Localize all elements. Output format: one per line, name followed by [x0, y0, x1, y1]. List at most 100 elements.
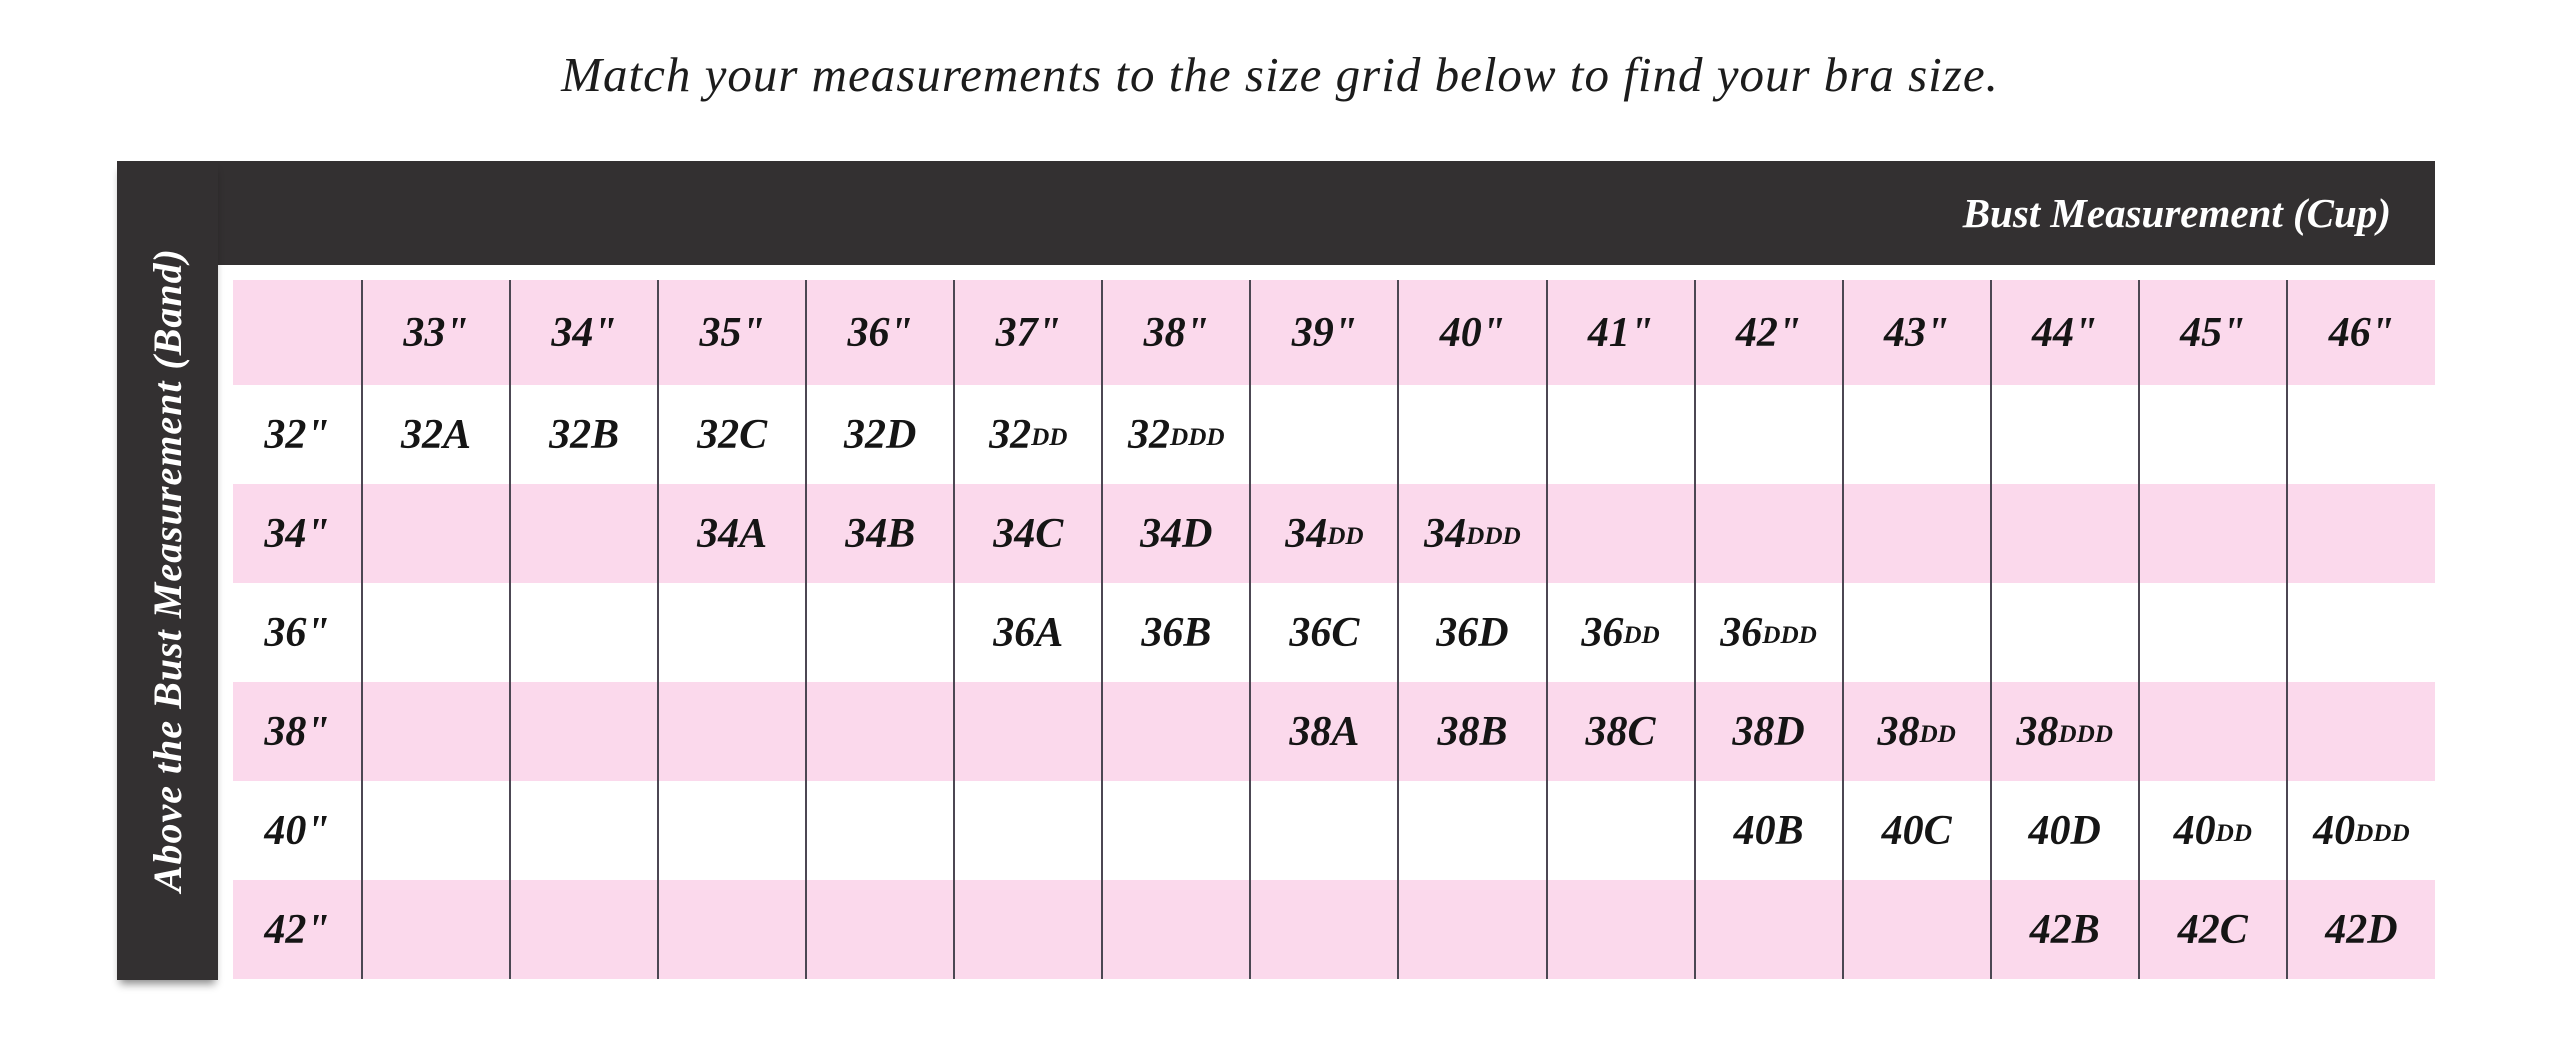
empty-cell [1989, 583, 2139, 682]
cup-suffix: DD [1327, 522, 1364, 550]
cup-suffix: DD [1031, 423, 1068, 451]
cup-suffix: DDD [1466, 522, 1521, 550]
cup-axis-label: Bust Measurement (Cup) [1962, 190, 2391, 236]
empty-cell [1841, 880, 1991, 979]
empty-cell [1101, 781, 1251, 880]
bust-header: 44" [1989, 280, 2139, 385]
empty-cell [657, 880, 807, 979]
size-cell: 42D [2285, 880, 2435, 979]
corner-cell [233, 280, 362, 385]
empty-cell [1545, 484, 1695, 583]
empty-cell [1249, 880, 1399, 979]
empty-cell [2137, 385, 2287, 484]
size-cell: 38C [1545, 682, 1695, 781]
cup-suffix: DDD [1170, 423, 1225, 451]
empty-cell [1545, 880, 1695, 979]
empty-cell [2285, 583, 2435, 682]
size-cell: 40D [1989, 781, 2139, 880]
size-cell: 32B [509, 385, 659, 484]
size-cell: 38DDD [1989, 682, 2139, 781]
size-cell: 32C [657, 385, 807, 484]
empty-cell [953, 781, 1103, 880]
empty-cell [805, 682, 955, 781]
empty-cell [1545, 385, 1695, 484]
empty-cell [805, 880, 955, 979]
bust-header: 41" [1545, 280, 1695, 385]
empty-cell [805, 583, 955, 682]
size-cell: 40B [1693, 781, 1843, 880]
empty-cell [805, 781, 955, 880]
band-axis-label: Above the Bust Measurement (Band) [145, 248, 190, 893]
empty-cell [360, 781, 511, 880]
size-cell: 42C [2137, 880, 2287, 979]
empty-cell [1101, 682, 1251, 781]
empty-cell [1693, 385, 1843, 484]
size-cell: 40DD [2137, 781, 2287, 880]
empty-cell [1989, 484, 2139, 583]
page-title: Match your measurements to the size grid… [561, 47, 1999, 102]
empty-cell [509, 781, 659, 880]
empty-cell [1693, 484, 1843, 583]
size-cell: 38B [1397, 682, 1547, 781]
bust-header: 35" [657, 280, 807, 385]
cup-axis-bar: Bust Measurement (Cup) [117, 161, 2435, 265]
cup-suffix: DD [1623, 621, 1660, 649]
size-cell: 32DDD [1101, 385, 1251, 484]
size-row: 34" 34A 34B 34C 34D 34DD 34DDD [233, 484, 2435, 583]
empty-cell [509, 682, 659, 781]
empty-cell [1101, 880, 1251, 979]
empty-cell [1249, 385, 1399, 484]
band-header: 32" [264, 411, 330, 458]
band-header: 42" [233, 880, 362, 979]
size-cell: 32D [805, 385, 955, 484]
band-header: 38" [233, 682, 362, 781]
band-header: 34" [233, 484, 362, 583]
empty-cell [657, 682, 807, 781]
empty-cell [1397, 385, 1547, 484]
size-cell: 38DD [1841, 682, 1991, 781]
size-cell: 34A [657, 484, 807, 583]
empty-cell [2285, 385, 2435, 484]
size-cell: 34C [953, 484, 1103, 583]
size-cell: 34DDD [1397, 484, 1547, 583]
empty-cell [2285, 484, 2435, 583]
size-cell: 36DD [1545, 583, 1695, 682]
empty-cell [1989, 385, 2139, 484]
size-cell: 34B [805, 484, 955, 583]
size-cell: 38A [1249, 682, 1399, 781]
empty-cell [1249, 781, 1399, 880]
size-cell: 38D [1693, 682, 1843, 781]
size-cell: 32DD [953, 385, 1103, 484]
empty-cell [1397, 880, 1547, 979]
empty-cell [1841, 583, 1991, 682]
size-row: 36" 36A 36B 36C 36D 36DD 36DDD [233, 583, 2435, 682]
cup-suffix: DDD [2058, 720, 2113, 748]
size-cell: 34D [1101, 484, 1251, 583]
empty-cell [1841, 385, 1991, 484]
cup-suffix: DD [2215, 819, 2252, 847]
size-cell: 36B [1101, 583, 1251, 682]
band-header: 36" [264, 609, 330, 656]
size-cell: 36C [1249, 583, 1399, 682]
bust-header: 46" [2285, 280, 2435, 385]
empty-cell [2137, 682, 2287, 781]
bust-header: 37" [953, 280, 1103, 385]
empty-cell [953, 682, 1103, 781]
bust-header: 45" [2137, 280, 2287, 385]
empty-cell [360, 484, 511, 583]
size-row: 38" 38A 38B 38C 38D 38DD 38DDD [233, 682, 2435, 781]
size-cell: 36A [953, 583, 1103, 682]
empty-cell [2137, 583, 2287, 682]
size-cell: 36D [1397, 583, 1547, 682]
size-cell: 36DDD [1693, 583, 1843, 682]
empty-cell [2137, 484, 2287, 583]
bust-header-row: 33" 34" 35" 36" 37" 38" 39" 40" 41" 42" 43" 44" 45" 4… [233, 280, 2435, 385]
size-cell: 32A [360, 385, 511, 484]
empty-cell [509, 583, 659, 682]
band-axis-bar: Above the Bust Measurement (Band) [117, 161, 218, 980]
cup-suffix: DD [1919, 720, 1956, 748]
bust-header: 42" [1693, 280, 1843, 385]
size-cell: 40C [1841, 781, 1991, 880]
empty-cell [657, 781, 807, 880]
